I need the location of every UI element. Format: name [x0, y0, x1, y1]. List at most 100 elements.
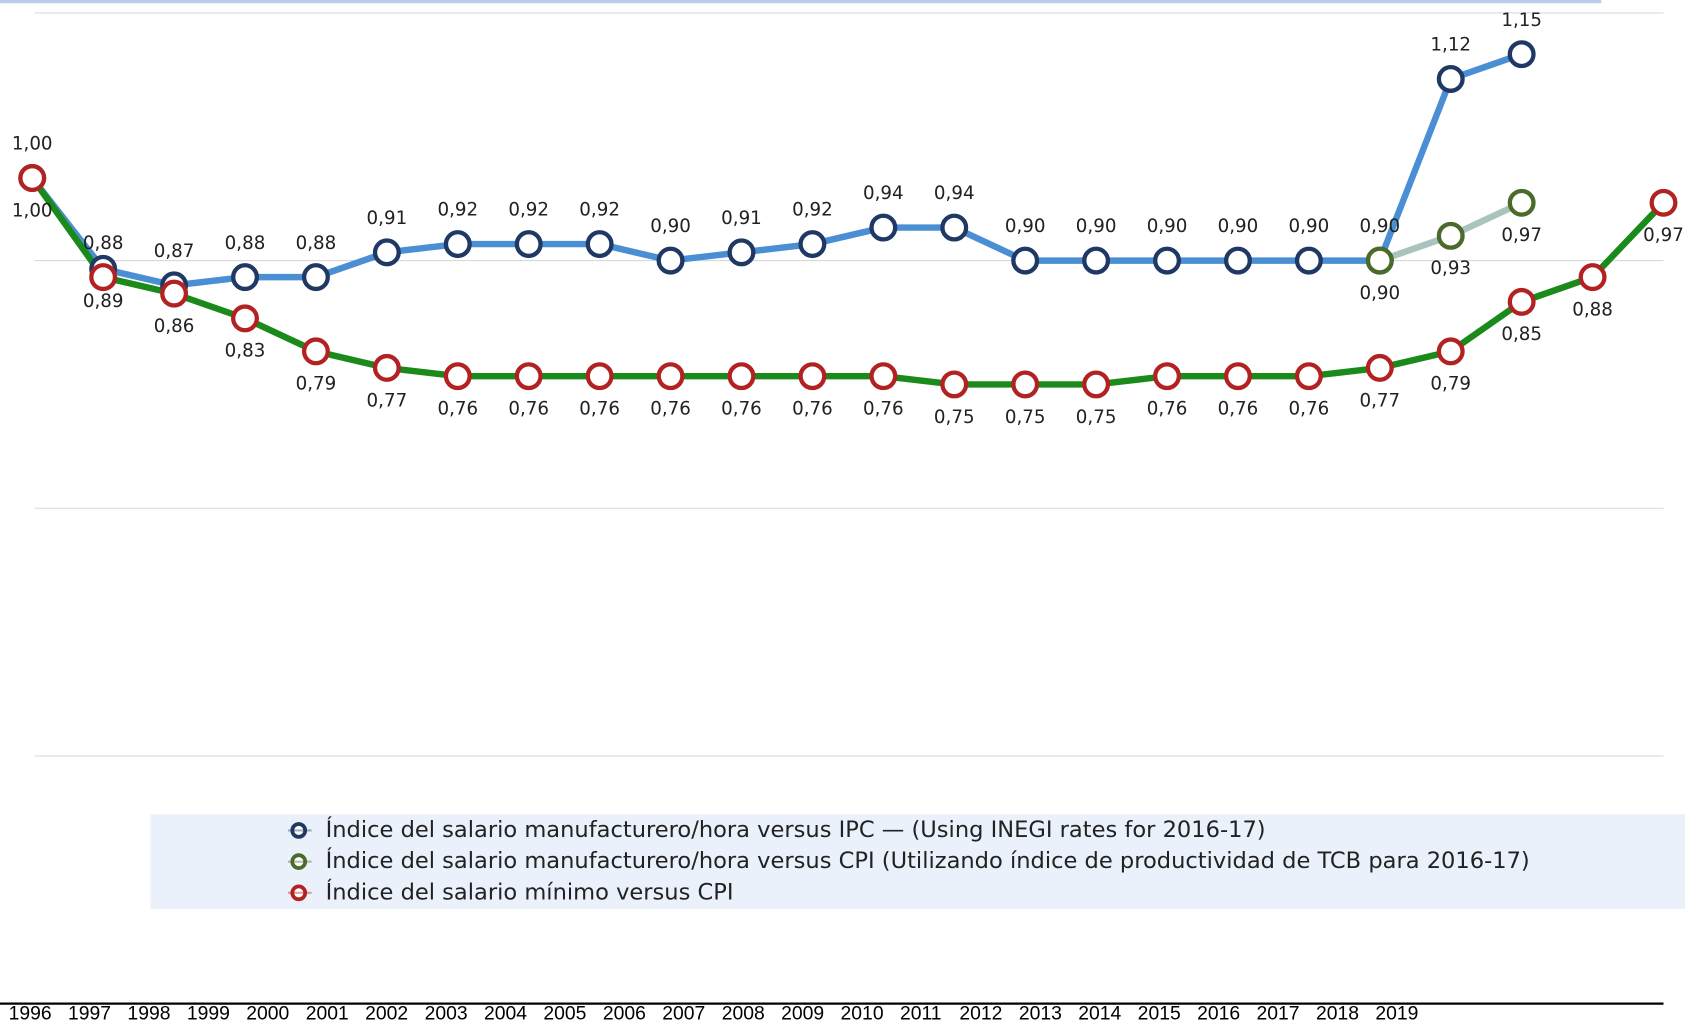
marker [443, 230, 472, 259]
marker [1436, 337, 1465, 366]
value-label: 1,15 [1501, 10, 1542, 31]
x-tick-label: 2013 [1019, 1002, 1062, 1023]
marker [443, 362, 472, 391]
value-label: 0,88 [225, 233, 266, 254]
marker [1294, 246, 1323, 275]
marker [1153, 246, 1182, 275]
value-label: 0,88 [83, 233, 124, 254]
value-label: 0,90 [1076, 216, 1117, 237]
x-tick-label: 1997 [68, 1002, 111, 1023]
marker [514, 230, 543, 259]
value-label: 1,00 [12, 200, 53, 221]
value-label: 0,76 [863, 399, 904, 420]
value-label: 0,85 [1501, 324, 1542, 345]
value-label: 0,79 [296, 374, 337, 395]
x-tick-label: 2003 [425, 1002, 468, 1023]
marker [656, 362, 685, 391]
marker [1365, 246, 1394, 275]
marker [940, 370, 969, 399]
x-tick-label: 2000 [246, 1002, 289, 1023]
marker [1082, 370, 1111, 399]
markers: 1,00 0,89 0,87 0,88 0,88 0,91 0,92 0,92 0,92 0,90… [12, 10, 1684, 428]
marker [1507, 40, 1536, 69]
value-label: 0,76 [1147, 399, 1188, 420]
value-label: 0,76 [437, 399, 478, 420]
marker [585, 362, 614, 391]
value-label: 1,12 [1430, 35, 1471, 56]
value-label: 0,75 [1005, 407, 1046, 428]
marker [1649, 188, 1678, 217]
value-label: 0,90 [1147, 216, 1188, 237]
marker [1365, 353, 1394, 382]
x-tick-label: 2017 [1257, 1002, 1300, 1023]
marker [869, 362, 898, 391]
x-tick-label: 2006 [603, 1002, 646, 1023]
value-label: 0,91 [367, 208, 408, 229]
marker [869, 213, 898, 242]
x-tick-label: 2009 [781, 1002, 824, 1023]
marker [798, 362, 827, 391]
value-label: 0,83 [225, 341, 266, 362]
value-label: 0,89 [83, 291, 124, 312]
marker [798, 230, 827, 259]
x-tick-label: 2002 [365, 1002, 408, 1023]
value-label: 0,76 [1218, 399, 1259, 420]
value-label: 0,92 [437, 200, 478, 221]
x-tick-label: 2016 [1197, 1002, 1240, 1023]
marker [1011, 370, 1040, 399]
marker [1223, 246, 1252, 275]
marker [1507, 287, 1536, 316]
value-label: 0,92 [792, 200, 833, 221]
legend-marker [290, 822, 308, 839]
legend-label: Índice del salario manufacturero/hora ve… [326, 815, 1266, 843]
value-label: 0,76 [579, 399, 620, 420]
value-label: 0,93 [1430, 258, 1471, 279]
marker [1153, 362, 1182, 391]
marker [18, 164, 47, 193]
x-tick-label: 2004 [484, 1002, 527, 1023]
marker [514, 362, 543, 391]
value-label: 0,94 [934, 183, 975, 204]
value-label: 0,88 [1572, 299, 1613, 320]
legend-marker [290, 884, 308, 902]
value-label: 0,90 [1218, 216, 1259, 237]
series-line [29, 174, 1667, 388]
value-label: 0,75 [934, 407, 975, 428]
value-label: 0,88 [296, 233, 337, 254]
top-band [0, 0, 1602, 4]
value-label: 0,92 [508, 200, 549, 221]
value-label: 0,76 [508, 399, 549, 420]
value-label: 0,79 [1430, 374, 1471, 395]
value-label: 0,76 [650, 399, 691, 420]
value-label: 0,77 [367, 390, 408, 411]
marker [89, 263, 118, 292]
marker [1082, 246, 1111, 275]
value-label: 0,86 [154, 316, 195, 337]
value-label: 0,77 [1359, 390, 1400, 411]
value-label: 0,97 [1643, 225, 1684, 246]
marker [231, 304, 259, 333]
x-tick-label: 1999 [187, 1002, 230, 1023]
x-tick-label: 2011 [900, 1002, 942, 1023]
value-label: 0,75 [1076, 407, 1117, 428]
marker [727, 362, 756, 391]
x-tick-label: 2010 [841, 1002, 884, 1023]
x-tick-label: 2005 [543, 1002, 586, 1023]
marker [301, 337, 330, 366]
value-label: 0,90 [1289, 216, 1330, 237]
marker [160, 279, 189, 308]
series-line [29, 50, 1525, 289]
marker [372, 238, 401, 267]
marker [656, 246, 685, 275]
x-tick-label: 2015 [1138, 1002, 1181, 1023]
value-label: 0,97 [1501, 225, 1542, 246]
lines [29, 50, 1667, 388]
legend-label: Índice del salario mínimo versus CPI [326, 877, 734, 905]
value-label: 0,94 [863, 183, 904, 204]
x-tick-label: 2008 [722, 1002, 765, 1023]
marker [372, 353, 401, 382]
marker [1294, 362, 1323, 391]
marker [1436, 221, 1465, 250]
